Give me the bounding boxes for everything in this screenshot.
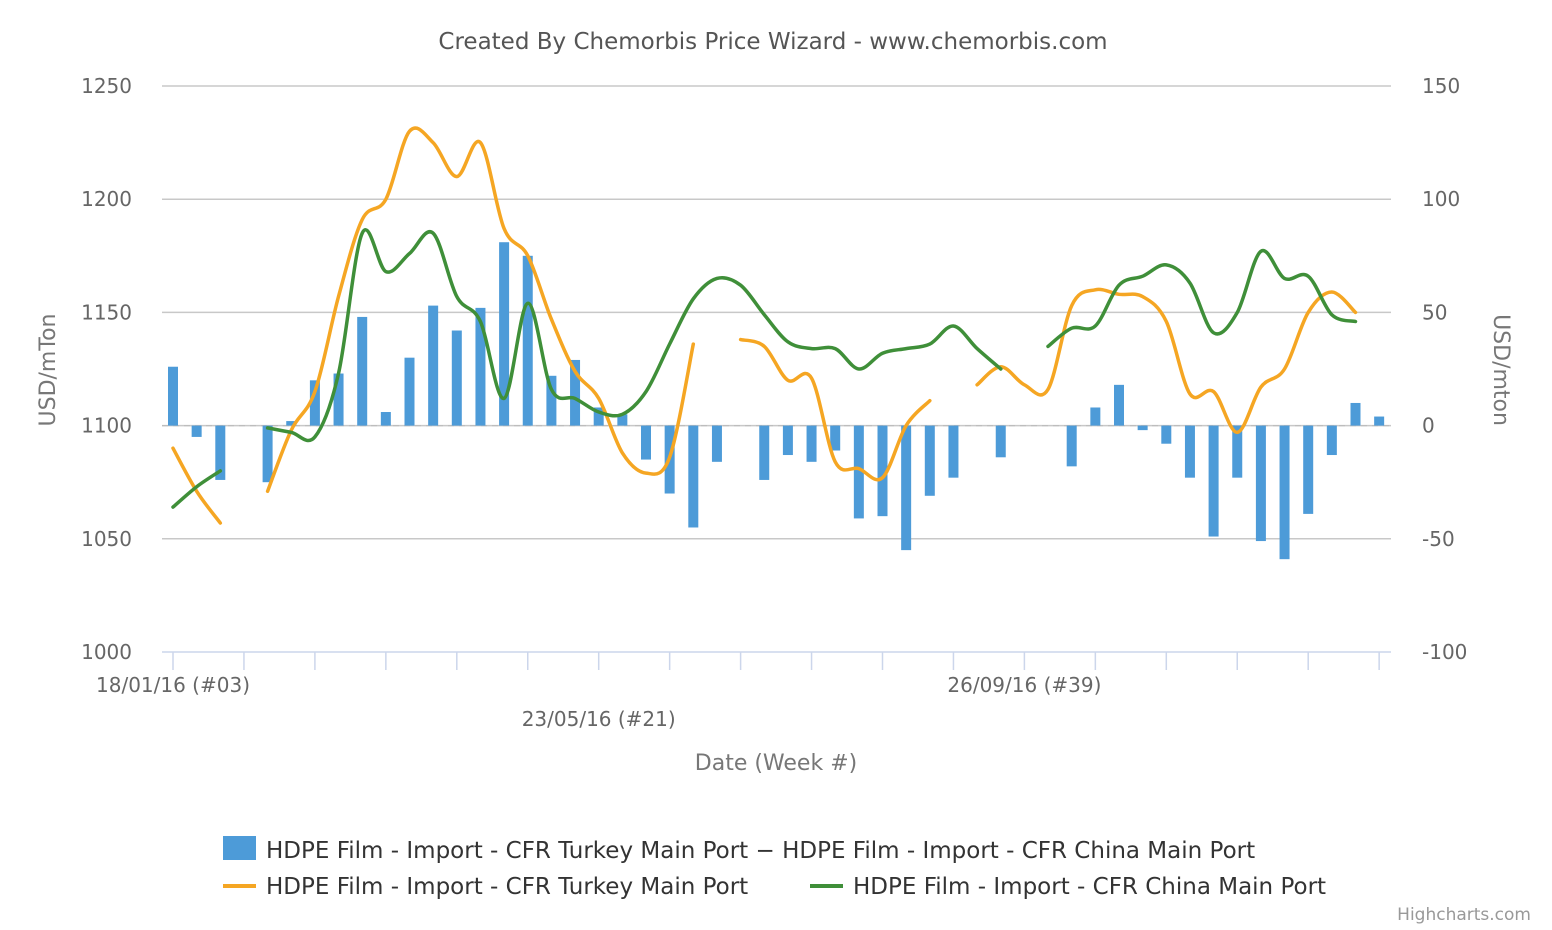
y2-tick-label: -100: [1422, 640, 1467, 664]
china-price-line: [265, 228, 1003, 443]
china-price-line: [171, 469, 223, 509]
bar: [499, 242, 510, 426]
bar: [1090, 407, 1101, 426]
bar: [570, 359, 581, 426]
bar: [1161, 425, 1172, 444]
turkey-price-line: [171, 446, 223, 525]
legend-symbol-difference: [223, 836, 256, 860]
bar: [830, 425, 841, 451]
y2-tick-label: 0: [1422, 414, 1435, 438]
y-tick-label: 1000: [81, 640, 132, 664]
y2-tick-label: -50: [1422, 527, 1455, 551]
bar: [1066, 425, 1077, 467]
axis-layer: 1000 1050 1100 1150 1200 1250 -100 -50 0 50 100 150…: [81, 74, 1467, 731]
bar: [853, 425, 864, 519]
x-tick-label: 23/05/16 (#21): [522, 707, 676, 731]
credits-link[interactable]: Highcharts.com: [1397, 905, 1531, 925]
y2-tick-label: 150: [1422, 74, 1460, 98]
bar: [191, 425, 202, 437]
bar: [877, 425, 888, 517]
turkey-price-line: [975, 287, 1358, 435]
bar: [759, 425, 770, 480]
x-tick-label: 18/01/16 (#03): [96, 673, 250, 697]
bar: [1350, 402, 1361, 426]
bar: [404, 357, 415, 426]
bar: [168, 366, 178, 426]
legend: HDPE Film - Import - CFR Turkey Main Por…: [223, 836, 1326, 900]
bar: [901, 425, 912, 551]
grid-layer: [162, 85, 1391, 540]
bar: [617, 414, 628, 426]
bar: [1232, 425, 1243, 478]
bar: [806, 425, 817, 462]
bar: [711, 425, 722, 462]
legend-item-china[interactable]: HDPE Film - Import - CFR China Main Port: [810, 874, 1326, 900]
bar: [333, 373, 344, 426]
bar: [1255, 425, 1266, 542]
y-tick-label: 1200: [81, 187, 132, 211]
line-layer: [171, 126, 1358, 525]
y-axis-title: USD/mTon: [36, 314, 61, 427]
bar: [451, 330, 462, 426]
bar: [1326, 425, 1337, 456]
bar: [262, 425, 273, 483]
legend-label-turkey: HDPE Film - Import - CFR Turkey Main Por…: [266, 874, 748, 900]
y2-tick-label: 100: [1422, 187, 1460, 211]
bar: [475, 307, 486, 426]
bar-layer: [168, 242, 1385, 560]
bar: [1184, 425, 1195, 478]
legend-label-difference: HDPE Film - Import - CFR Turkey Main Por…: [266, 838, 1255, 864]
bar: [428, 305, 439, 426]
x-tick-label: 26/09/16 (#39): [947, 673, 1101, 697]
turkey-price-line: [265, 126, 696, 494]
bar: [1374, 416, 1385, 426]
bar: [995, 425, 1006, 458]
y2-axis-title: USD/mton: [1488, 314, 1513, 426]
bar: [380, 412, 391, 426]
bar: [215, 425, 226, 480]
bar: [1114, 384, 1124, 426]
bar: [1208, 425, 1219, 537]
bar: [522, 255, 533, 426]
bar: [1137, 425, 1148, 431]
legend-label-china: HDPE Film - Import - CFR China Main Port: [853, 874, 1326, 900]
legend-item-difference[interactable]: HDPE Film - Import - CFR Turkey Main Por…: [223, 836, 1255, 864]
bar: [1279, 425, 1290, 560]
china-price-line: [1046, 248, 1358, 349]
bar: [948, 425, 959, 478]
bar: [1303, 425, 1314, 514]
legend-item-turkey[interactable]: HDPE Film - Import - CFR Turkey Main Por…: [223, 874, 748, 900]
x-axis-title: Date (Week #): [695, 751, 857, 776]
bar: [286, 421, 297, 426]
bar: [357, 316, 368, 426]
bar: [593, 407, 604, 426]
y-tick-label: 1050: [81, 527, 132, 551]
chart-title: Created By Chemorbis Price Wizard - www.…: [438, 29, 1107, 55]
y-tick-label: 1150: [81, 300, 132, 324]
bar: [546, 375, 557, 426]
bar: [688, 425, 699, 528]
y-tick-label: 1250: [81, 74, 132, 98]
bar: [309, 380, 320, 426]
y-tick-label: 1100: [81, 414, 132, 438]
bar: [924, 425, 935, 496]
bar: [782, 425, 793, 456]
turkey-price-line: [738, 337, 932, 482]
bar: [641, 425, 651, 460]
y2-tick-label: 50: [1422, 300, 1447, 324]
